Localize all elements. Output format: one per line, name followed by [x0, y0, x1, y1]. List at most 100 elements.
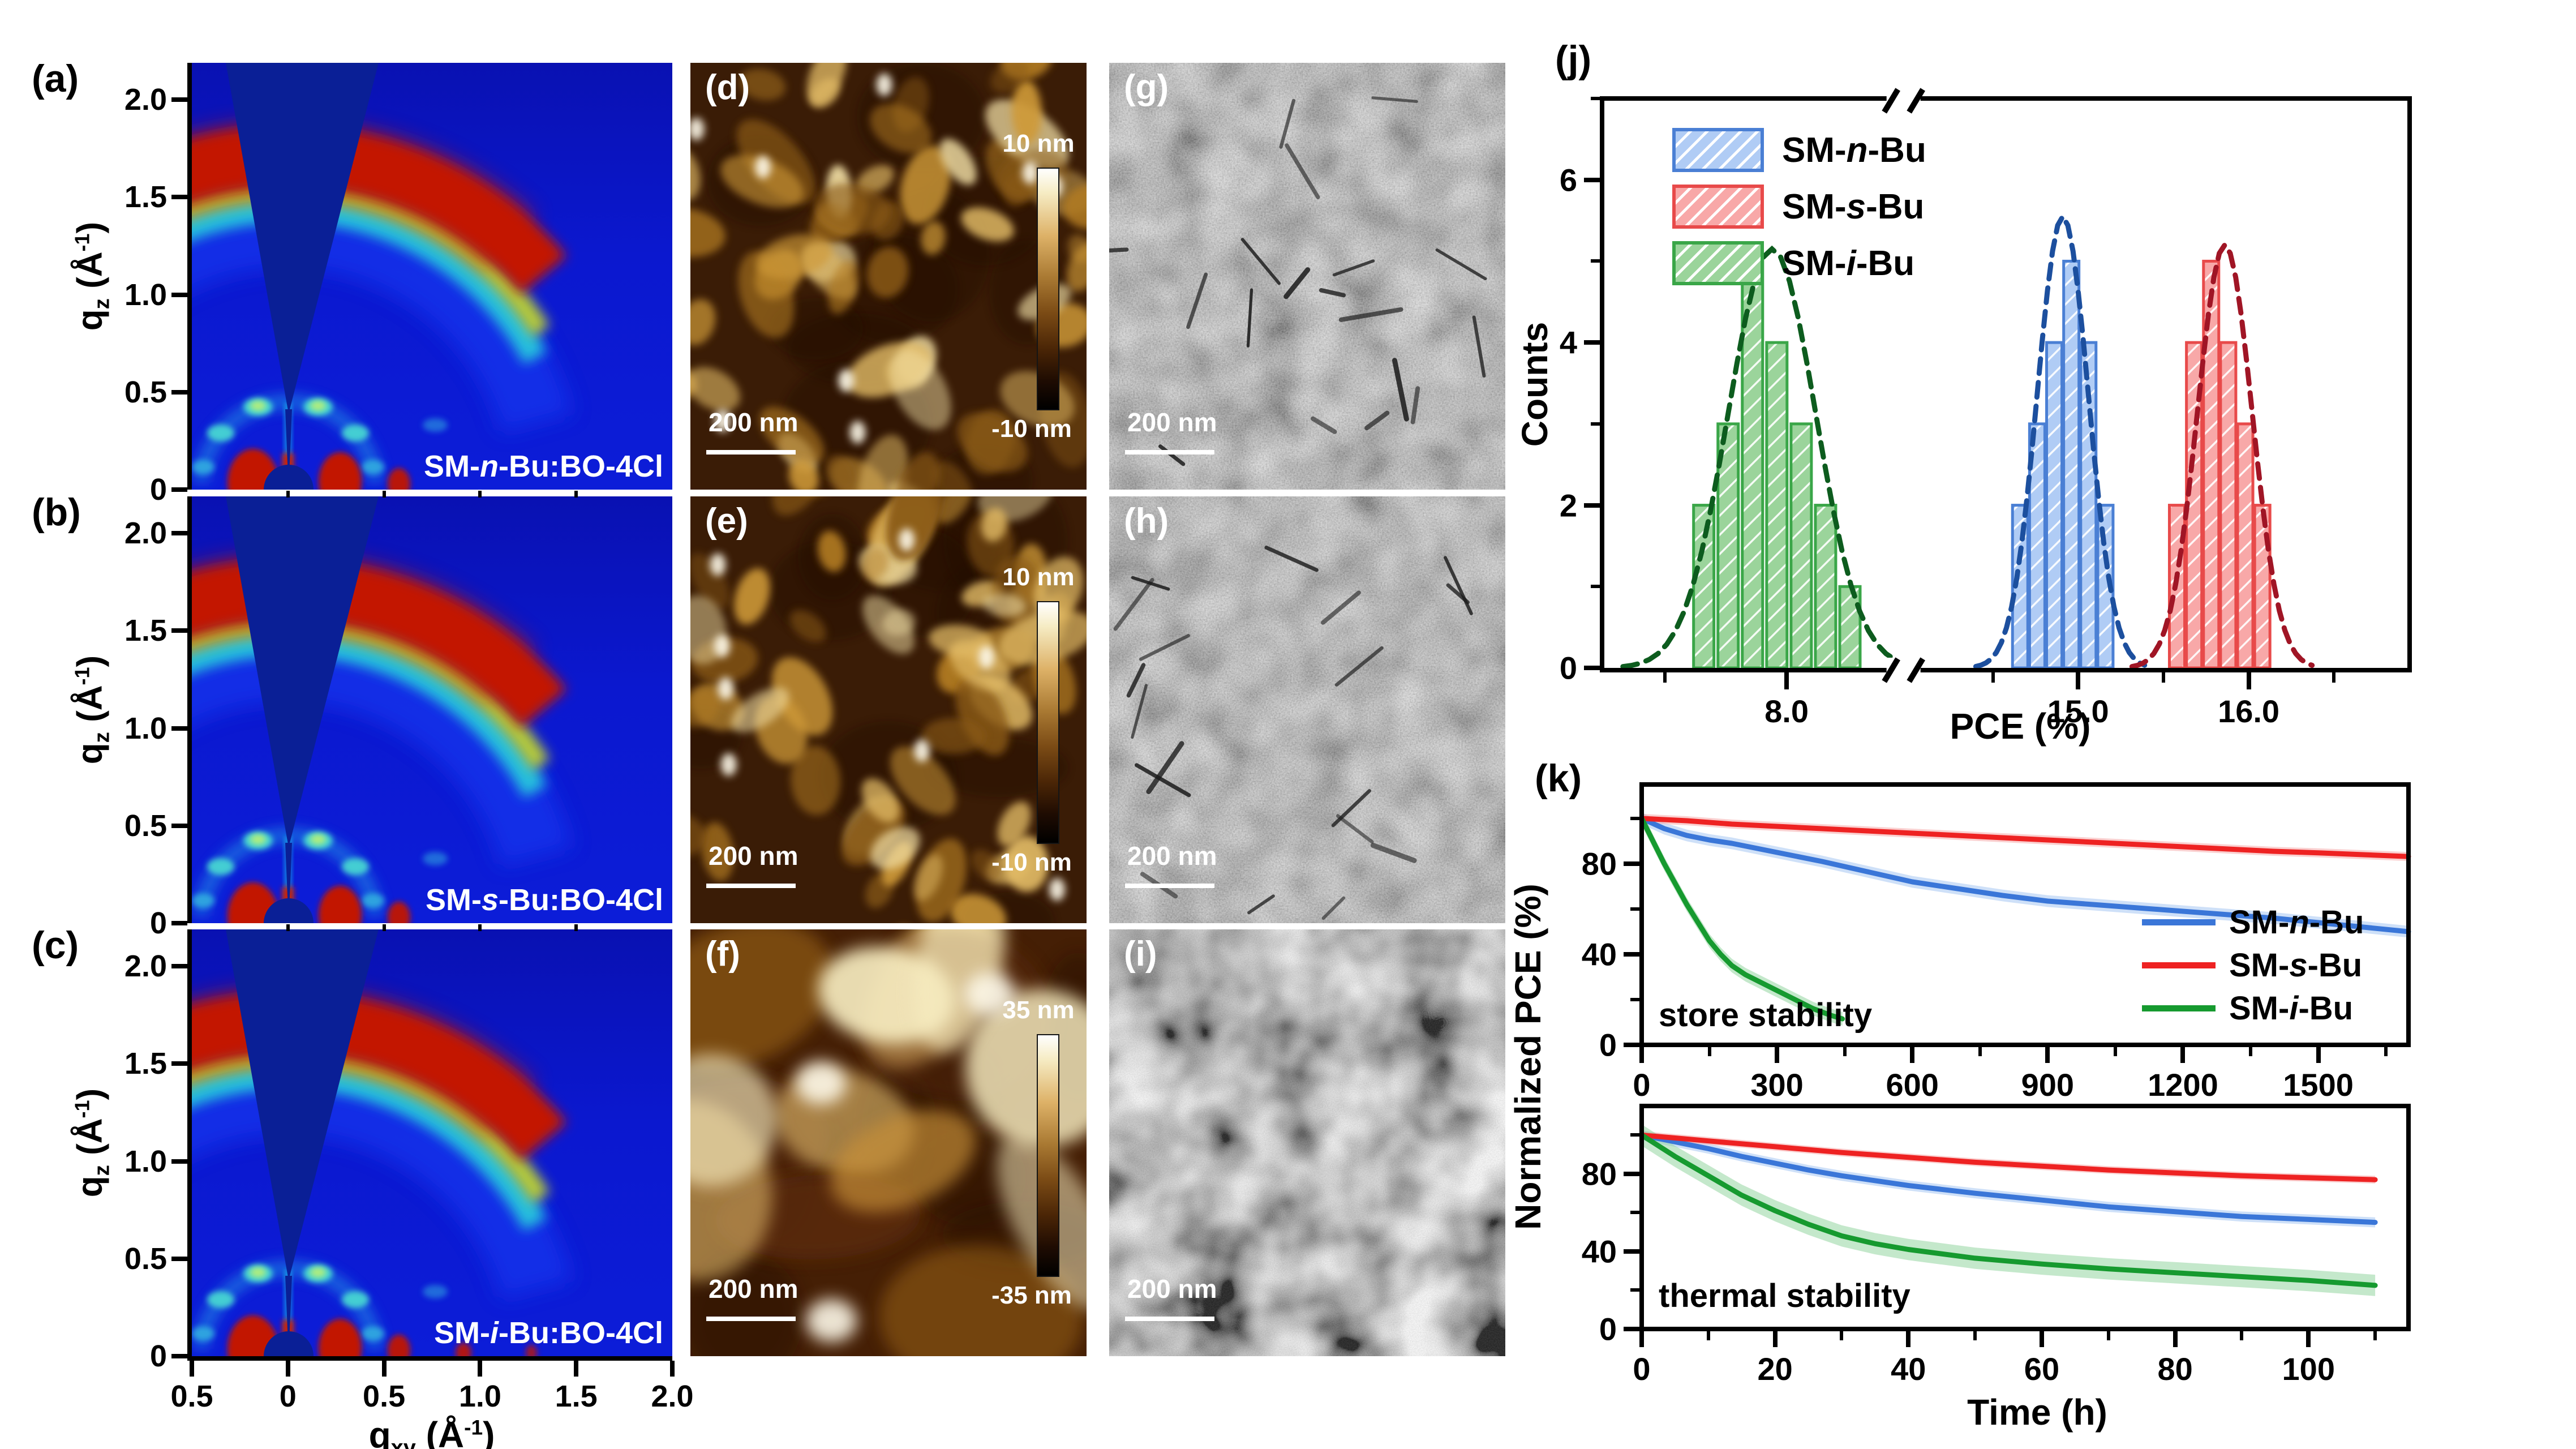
axis-tick — [2106, 1331, 2110, 1340]
axis-title-text: q — [70, 1176, 110, 1198]
colorbar-min-label: -35 nm — [991, 1281, 1072, 1309]
axis-tick — [2039, 1331, 2044, 1347]
scalebar-label: 200 nm — [1127, 408, 1217, 437]
sample-italic: s — [481, 883, 499, 917]
legend-label-part: -Bu — [1866, 187, 1925, 226]
giwaxs-y-tick-label: 2.0 — [124, 83, 167, 117]
afm-colorbar — [1037, 1034, 1059, 1277]
scalebar-label: 200 nm — [1127, 1274, 1217, 1304]
giwaxs-a-y-axis-title: qz (Å-1) — [70, 222, 114, 331]
axis-tick — [574, 924, 578, 931]
sample-label-c: SM-i-Bu:BO-4Cl — [434, 1315, 663, 1351]
stability-legend-row: SM-n-Bu — [2142, 903, 2364, 941]
legend-label-part: SM- — [1782, 130, 1847, 170]
axis-title-close: ) — [70, 221, 110, 234]
afm-image-e: (e) 10 nm -10 nm 200 nm — [690, 496, 1087, 923]
axis-tick — [574, 1361, 579, 1377]
stability-x-tick-label: 300 — [1750, 1067, 1804, 1103]
legend-label-part: SM- — [2229, 989, 2290, 1027]
axis-tick — [1630, 907, 1639, 911]
panel-letter-e: (e) — [705, 501, 748, 541]
stability-y-tick-label: 40 — [1581, 936, 1617, 972]
afm-image-d: (d) 10 nm -10 nm 200 nm — [690, 63, 1087, 490]
axis-tick — [1591, 422, 1600, 426]
histogram-y-tick-label: 2 — [1559, 487, 1577, 524]
histogram-bar — [2028, 422, 2046, 670]
stability-y-tick-label: 40 — [1581, 1233, 1617, 1270]
stability-x-tick-label: 1500 — [2283, 1067, 2354, 1103]
stability-legend-row: SM-s-Bu — [2142, 946, 2364, 984]
stability-legend-row: SM-i-Bu — [2142, 989, 2364, 1027]
axis-tick — [171, 726, 187, 731]
histogram-bar — [1741, 259, 1764, 670]
axis-tick — [286, 924, 290, 931]
axis-tick — [1775, 1047, 1780, 1063]
error-band — [1642, 1124, 2376, 1296]
legend-label-part: i — [2289, 989, 2299, 1027]
giwaxs-y-tick-label: 0 — [149, 473, 167, 507]
stability-y-tick-label: 80 — [1581, 846, 1617, 882]
afm-image-f: (f) 35 nm -35 nm 200 nm — [690, 929, 1087, 1356]
giwaxs-x-tick-label: 0.5 — [170, 1379, 213, 1413]
axis-tick — [171, 97, 187, 102]
giwaxs-b-y-axis-title: qz (Å-1) — [70, 655, 114, 764]
axis-tick — [171, 487, 187, 492]
axis-title-sub: z — [89, 298, 114, 310]
sample-italic: n — [480, 449, 499, 483]
axis-tick — [171, 823, 187, 828]
axis-tick — [1840, 1331, 1844, 1340]
axis-tick — [1630, 1133, 1639, 1137]
histogram-y-tick-label: 0 — [1559, 650, 1577, 686]
axis-title-close: ) — [70, 655, 110, 667]
axis-title-text: q — [70, 743, 110, 765]
axis-title-sup: -1 — [464, 1415, 483, 1439]
axis-tick — [2173, 1331, 2178, 1347]
sample-prefix: SM- — [426, 883, 482, 917]
axis-tick — [2316, 1047, 2321, 1063]
panel-letter-h: (h) — [1124, 501, 1169, 541]
axis-tick — [2180, 1047, 2186, 1063]
legend-label-part: SM- — [2229, 946, 2290, 984]
axis-tick — [1584, 340, 1600, 345]
axis-tick — [1910, 1047, 1915, 1063]
axis-tick — [171, 1061, 187, 1066]
histogram-x-tick-label: 16.0 — [2218, 693, 2280, 729]
giwaxs-scattering-image — [192, 496, 672, 923]
afm-topography — [690, 63, 1087, 490]
giwaxs-y-spine — [187, 496, 192, 923]
scalebar-line — [706, 1317, 796, 1321]
stability-y-axis-title: Normalized PCE (%) — [1508, 884, 1548, 1230]
axis-tick — [1991, 672, 1995, 683]
giwaxs-y-spine — [187, 929, 192, 1356]
store-stability-annotation: store stability — [1659, 997, 1873, 1034]
axis-tick — [285, 1361, 290, 1377]
axis-tick — [478, 1361, 483, 1377]
stability-y-tick-label: 0 — [1599, 1027, 1617, 1063]
stability-y-tick-label: 80 — [1581, 1156, 1617, 1192]
axis-tick — [171, 1256, 187, 1261]
axis-tick — [1584, 503, 1600, 508]
giwaxs-map-c: SM-i-Bu:BO-4Cl — [192, 929, 672, 1356]
colorbar-max-label: 35 nm — [1002, 996, 1075, 1024]
panel-letter-j: (j) — [1555, 38, 1592, 81]
legend-label-part: s — [1846, 187, 1866, 226]
panel-letter-c: (c) — [32, 924, 79, 967]
axis-tick — [1639, 1331, 1644, 1347]
axis-tick — [1584, 177, 1600, 182]
legend-swatch — [1672, 128, 1764, 172]
giwaxs-x-tick-label: 0 — [279, 1379, 297, 1413]
scalebar-label: 200 nm — [709, 841, 798, 871]
tem-image-h: (h) 200 nm — [1109, 496, 1505, 923]
colorbar-max-label: 10 nm — [1002, 130, 1075, 157]
axis-title-sup: -1 — [70, 1100, 94, 1118]
axis-tick — [1591, 585, 1600, 589]
giwaxs-x-tick-label: 1.5 — [555, 1379, 598, 1413]
legend-label-part: SM- — [1782, 187, 1847, 226]
axis-title-unit: (Å — [70, 251, 110, 299]
legend-label-part: -Bu — [2309, 903, 2364, 941]
axis-tick — [1663, 672, 1667, 683]
scalebar-line — [1125, 450, 1214, 455]
thermal-stability-canvas — [1639, 1104, 2411, 1331]
scalebar-line — [706, 450, 796, 455]
